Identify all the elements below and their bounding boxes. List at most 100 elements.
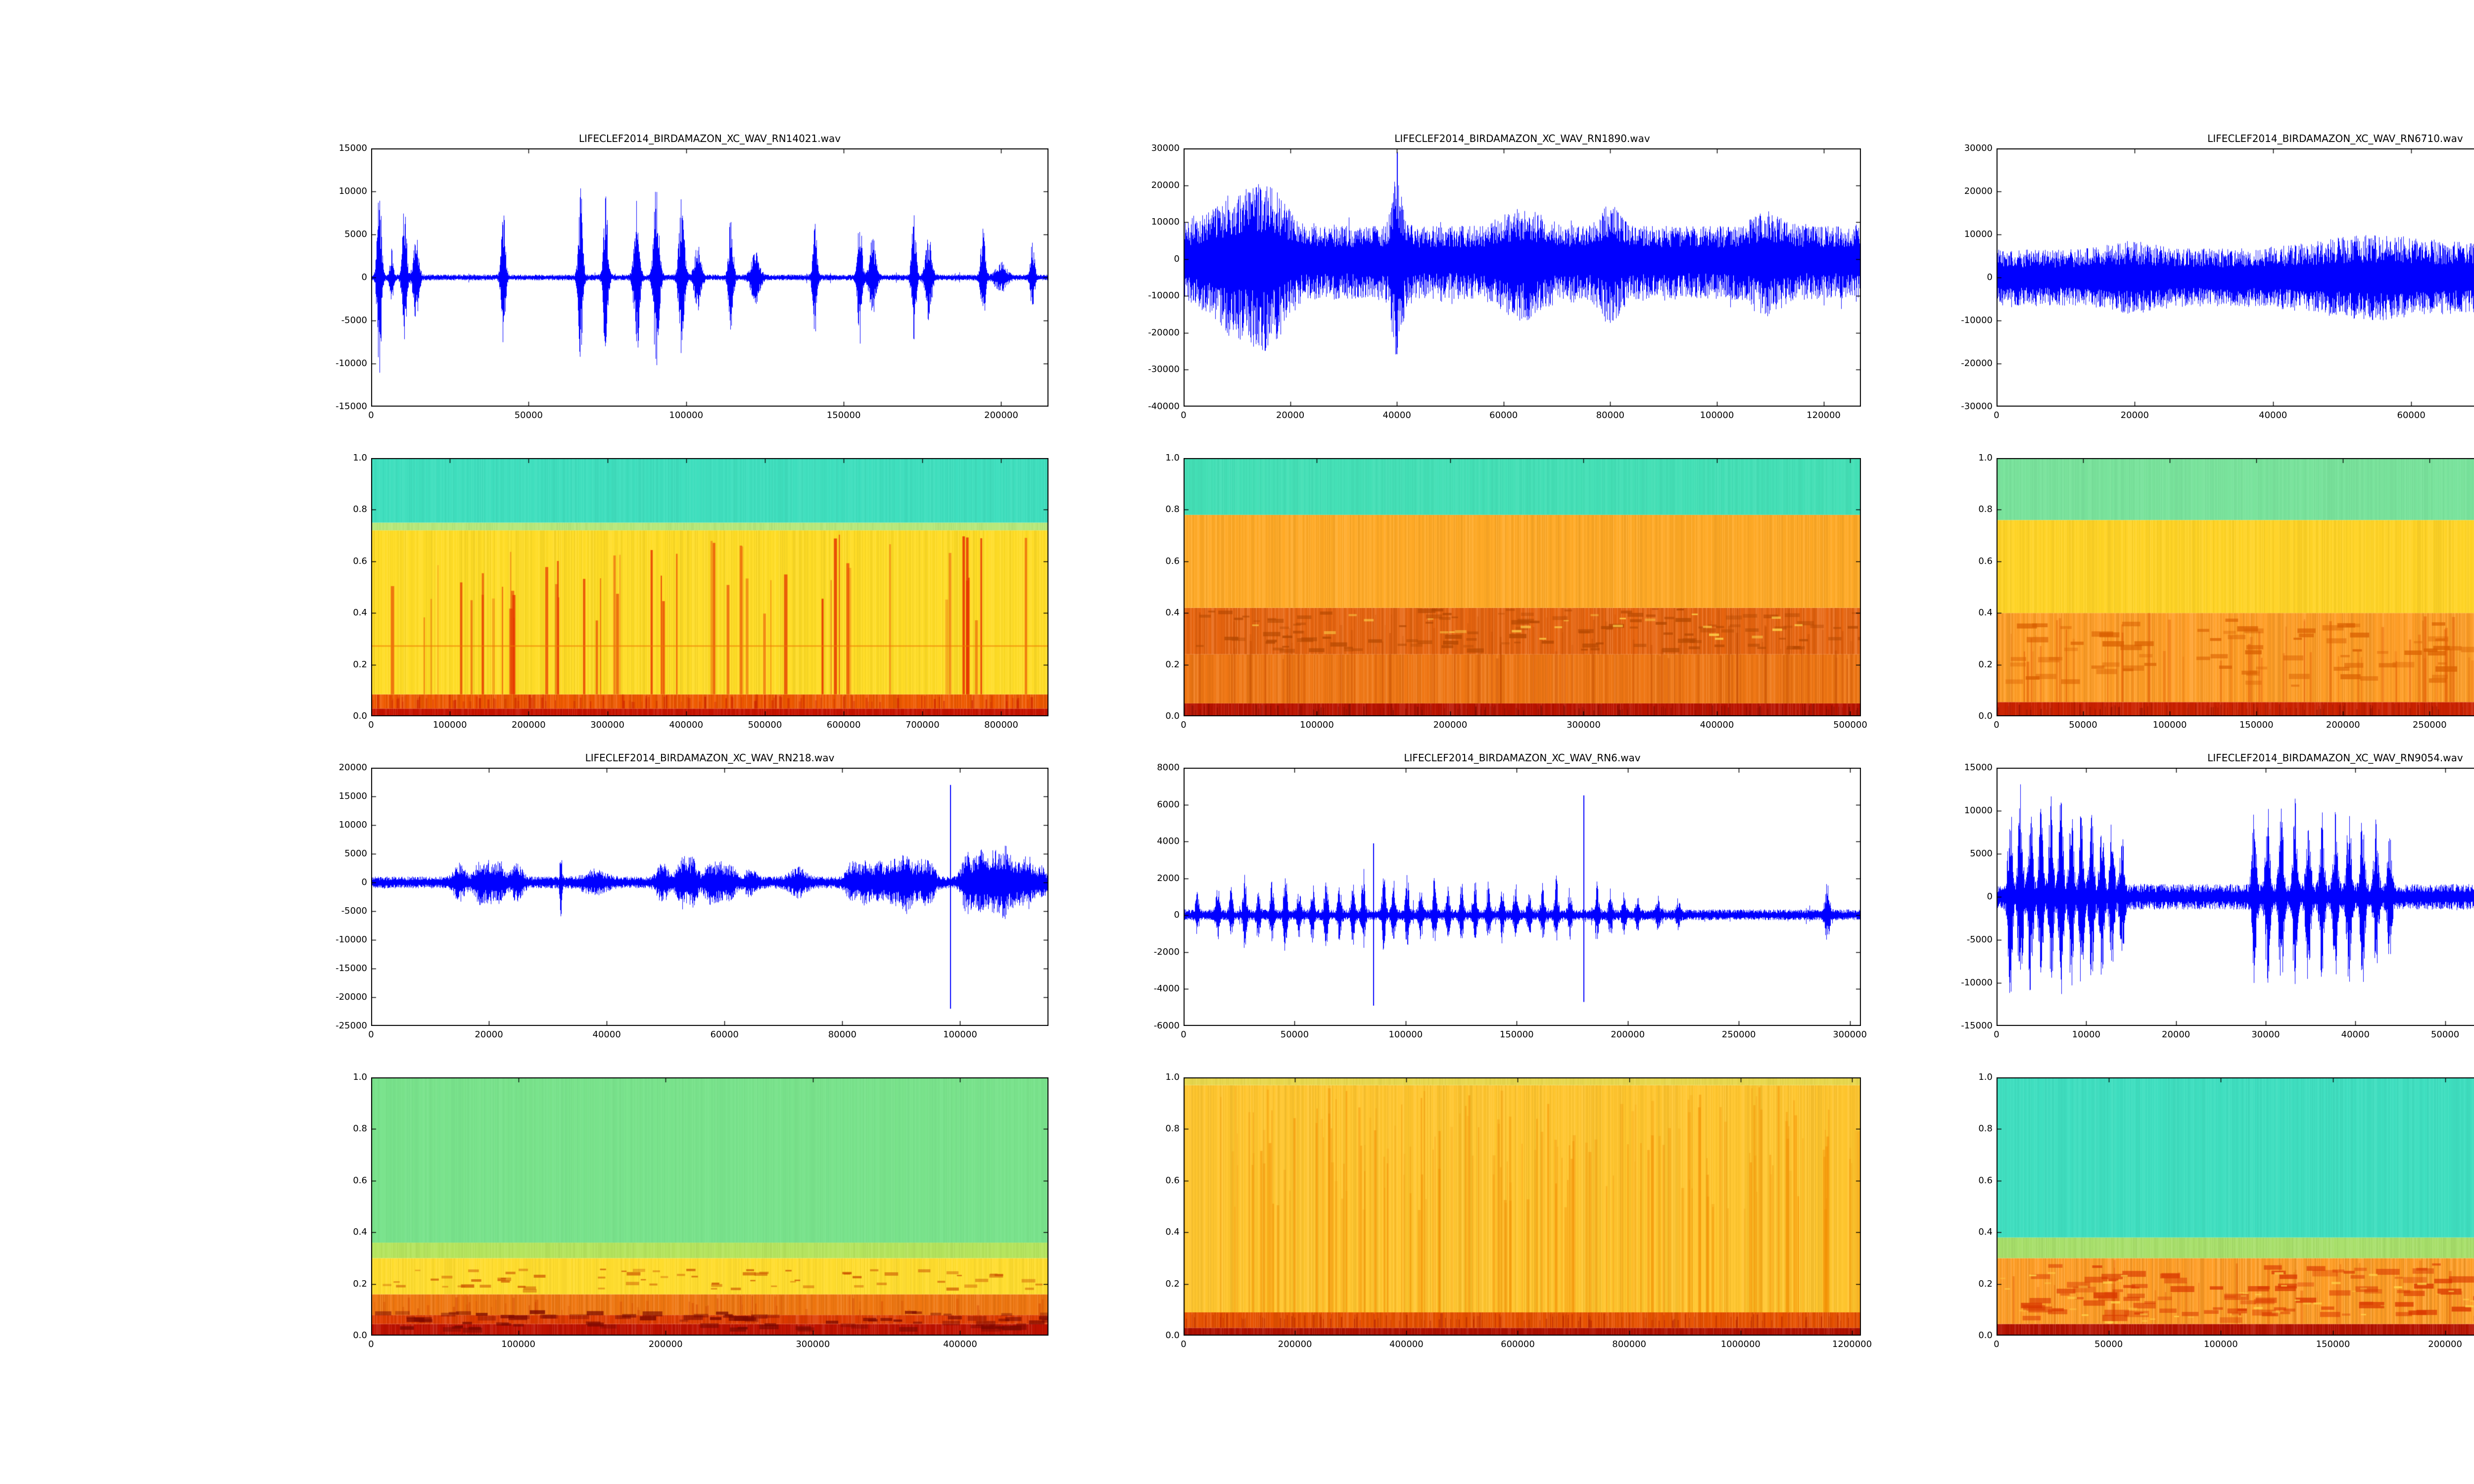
y-tick-label: 0.6: [353, 556, 367, 566]
y-tick-label: 6000: [1157, 799, 1180, 810]
spectrogram-plot-rn1890: 0 100000 200000 300000 400000 500000 1.0 0.8 0.6…: [1165, 453, 1867, 730]
y-tick-label: 0: [1174, 910, 1180, 921]
spectrogram-canvas: [1184, 1077, 1861, 1336]
x-tick-label: 120000: [1807, 410, 1841, 420]
x-tick-label: 40000: [2341, 1029, 2370, 1040]
y-tick-label: 15000: [1964, 762, 1993, 773]
y-tick-label: 0.2: [1978, 659, 1993, 670]
y-tick-label: 30000: [1964, 143, 1993, 153]
y-tick-label: 30000: [1151, 143, 1180, 153]
y-tick-label: 0.2: [1978, 1278, 1993, 1289]
x-tick-label: 1200000: [1832, 1339, 1872, 1349]
waveform-plot-rn6: LIFECLEF2014_BIRDAMAZON_XC_WAV_RN6.wav 0…: [1154, 752, 1867, 1040]
x-tick-label: 400000: [669, 720, 704, 730]
x-tick-label: 300000: [1567, 720, 1601, 730]
y-tick-label: 5000: [344, 848, 367, 859]
x-tick-label: 300000: [1833, 1029, 1867, 1040]
y-tick-label: 10000: [1964, 229, 1993, 239]
y-tick-label: 10000: [1151, 217, 1180, 228]
y-tick-label: -15000: [1961, 1020, 1993, 1031]
x-tick-label: 100000: [669, 410, 704, 420]
x-tick-label: 20000: [475, 1029, 503, 1040]
x-tick-label: 80000: [1596, 410, 1624, 420]
spectrogram-canvas: [371, 1077, 1048, 1336]
x-tick-label: 0: [1994, 1029, 1999, 1040]
y-tick-label: -2000: [1153, 946, 1180, 957]
x-tick-label: 250000: [1721, 1029, 1756, 1040]
y-tick-label: -20000: [335, 992, 367, 1002]
y-tick-label: -6000: [1153, 1020, 1180, 1031]
y-tick-label: 1.0: [1165, 1072, 1180, 1082]
y-tick-label: 0.4: [1165, 1227, 1180, 1238]
y-tick-label: 0.4: [353, 607, 367, 618]
x-tick-label: 50000: [2094, 1339, 2123, 1349]
y-tick-label: 0.6: [1978, 1175, 1993, 1186]
y-tick-label: -10000: [1961, 315, 1993, 325]
y-tick-label: 1.0: [353, 1072, 367, 1082]
x-tick-label: 100000: [943, 1029, 977, 1040]
y-tick-label: 5000: [1970, 848, 1993, 859]
x-tick-label: 200000: [2326, 720, 2360, 730]
y-tick-label: 0.8: [353, 504, 367, 515]
y-tick-label: 0.8: [1978, 1123, 1993, 1134]
spectrogram-plot-rn6710: 0500001000001500002000002500003000003500…: [1978, 453, 2474, 730]
spectrogram-canvas: [371, 458, 1048, 716]
y-tick-label: 0: [1174, 253, 1180, 264]
x-tick-label: 0: [1994, 1339, 1999, 1349]
x-tick-label: 200000: [1611, 1029, 1645, 1040]
x-tick-label: 200000: [648, 1339, 683, 1349]
x-tick-label: 50000: [2430, 1029, 2460, 1040]
waveform-plot-rn218: LIFECLEF2014_BIRDAMAZON_XC_WAV_RN218.wav…: [335, 752, 1048, 1040]
x-tick-label: 40000: [1382, 410, 1411, 420]
y-tick-label: 0: [1987, 891, 1993, 902]
y-tick-label: -10000: [1148, 290, 1180, 301]
x-tick-label: 200000: [984, 410, 1018, 420]
x-tick-label: 150000: [826, 410, 861, 420]
x-tick-label: 500000: [1833, 720, 1867, 730]
x-tick-label: 700000: [905, 720, 940, 730]
x-tick-label: 250000: [2412, 720, 2447, 730]
x-tick-label: 800000: [984, 720, 1018, 730]
spectrogram-plot-rn218: 0 100000 200000 300000 400000 1.0 0.8 0.6 0.4 0.2…: [353, 1072, 1048, 1349]
y-tick-label: 0.0: [1978, 1330, 1993, 1341]
x-tick-label: 100000: [432, 720, 467, 730]
y-tick-label: 4000: [1157, 836, 1180, 847]
y-tick-label: 10000: [1964, 805, 1993, 816]
y-tick-label: 20000: [1964, 186, 1993, 196]
y-tick-label: 0: [361, 877, 367, 887]
y-tick-label: 20000: [338, 762, 367, 773]
x-tick-label: 0: [1181, 1339, 1187, 1349]
y-tick-label: 0.4: [1978, 1227, 1993, 1238]
x-tick-label: 150000: [1499, 1029, 1534, 1040]
y-tick-label: 0.8: [353, 1123, 367, 1134]
x-tick-label: 400000: [1700, 720, 1734, 730]
y-tick-label: 0: [1987, 272, 1993, 282]
x-tick-label: 800000: [1612, 1339, 1647, 1349]
x-tick-label: 100000: [1300, 720, 1334, 730]
y-tick-label: -4000: [1153, 983, 1180, 994]
y-tick-label: 0.0: [353, 1330, 367, 1341]
y-tick-label: -15000: [335, 963, 367, 974]
y-tick-label: 0.2: [353, 1278, 367, 1289]
y-tick-label: 0.8: [1978, 504, 1993, 515]
waveform-canvas: [1997, 768, 2474, 1026]
x-tick-label: 50000: [2069, 720, 2097, 730]
plot-title: LIFECLEF2014_BIRDAMAZON_XC_WAV_RN6.wav: [1404, 752, 1641, 764]
x-tick-label: 100000: [2152, 720, 2187, 730]
x-tick-label: 30000: [2251, 1029, 2280, 1040]
x-tick-label: 150000: [2316, 1339, 2350, 1349]
x-tick-label: 100000: [501, 1339, 535, 1349]
y-tick-label: 20000: [1151, 180, 1180, 190]
y-tick-label: -10000: [335, 358, 367, 369]
x-tick-label: 150000: [2239, 720, 2274, 730]
waveform-plot-rn14021: LIFECLEF2014_BIRDAMAZON_XC_WAV_RN14021.w…: [335, 133, 1048, 420]
y-tick-label: -40000: [1148, 401, 1180, 412]
y-tick-label: -30000: [1148, 364, 1180, 375]
y-tick-label: -20000: [1961, 358, 1993, 369]
y-tick-label: 0.4: [353, 1227, 367, 1238]
waveform-canvas: [371, 768, 1048, 1026]
y-tick-label: 0.0: [353, 711, 367, 721]
spectrogram-canvas: [1184, 458, 1861, 716]
y-tick-label: 1.0: [1978, 1072, 1993, 1082]
x-tick-label: 20000: [2120, 410, 2149, 420]
